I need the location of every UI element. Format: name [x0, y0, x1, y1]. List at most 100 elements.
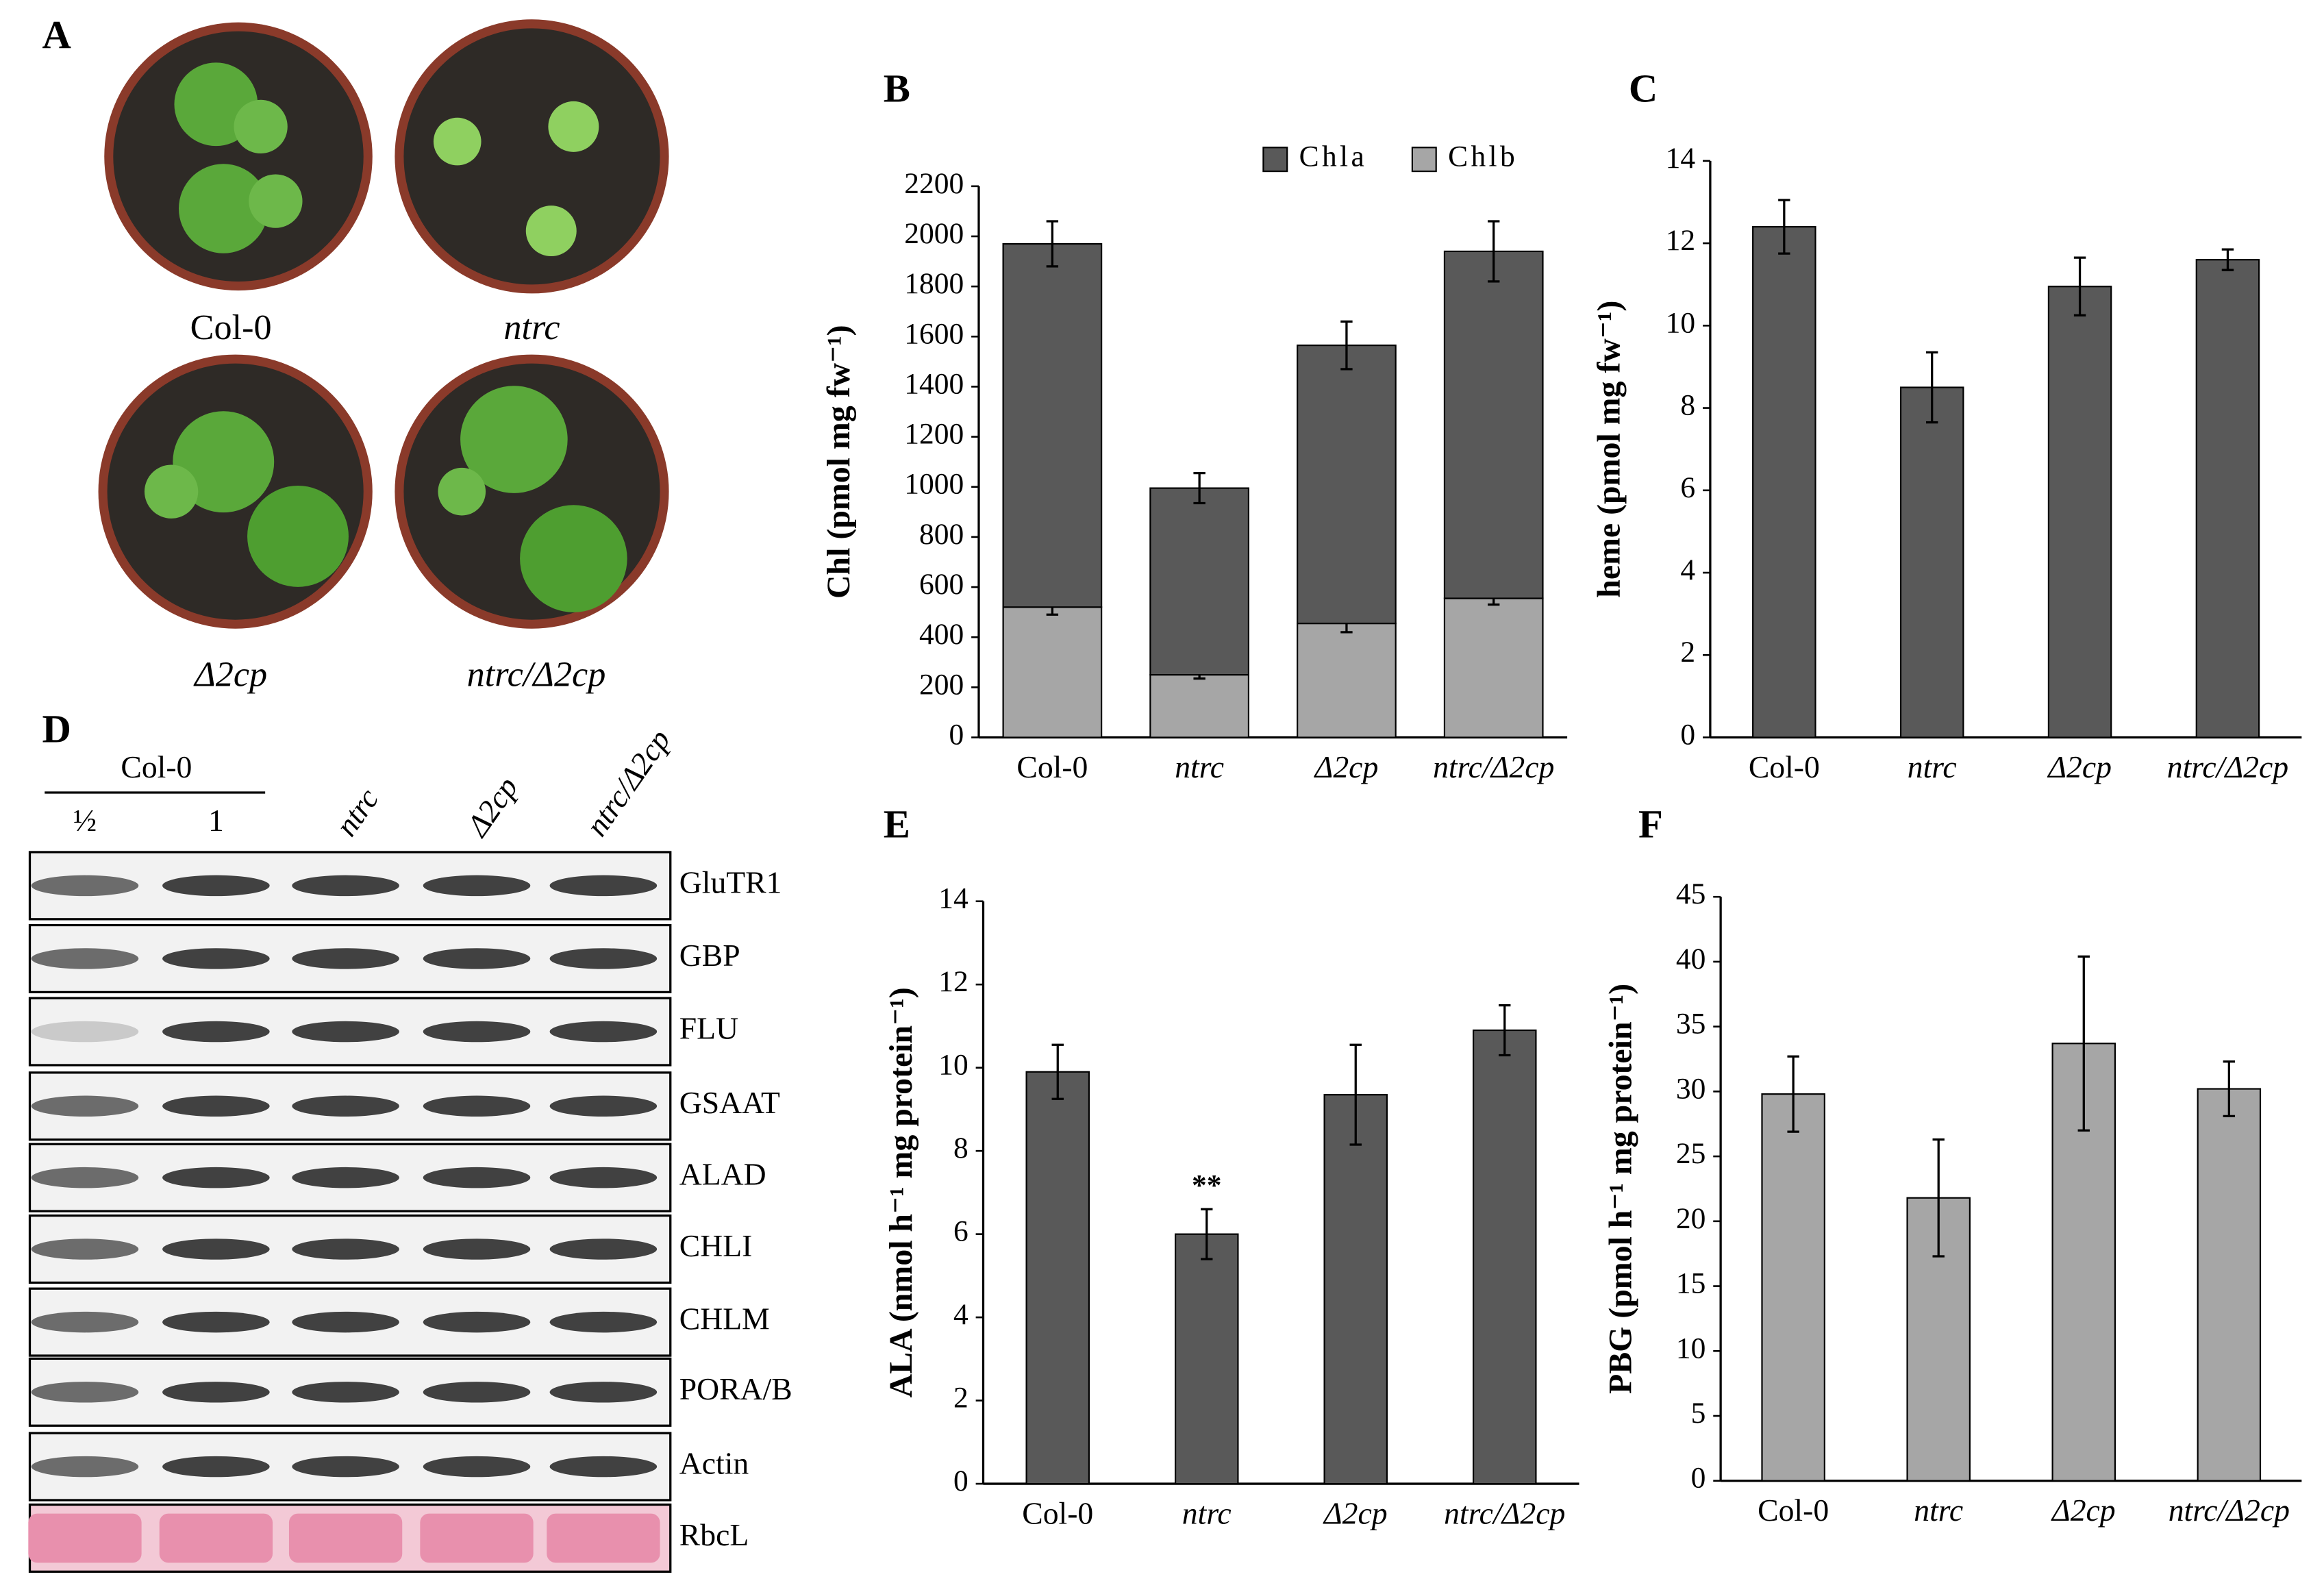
band [162, 1382, 270, 1403]
band [159, 1513, 273, 1563]
y-axis-label: ALA (nmol h⁻¹ mg protein⁻¹) [883, 987, 919, 1397]
y-tick-label: 25 [1676, 1137, 1705, 1170]
legend-label: Chla [1299, 140, 1368, 173]
band [162, 1167, 270, 1188]
y-tick-label: 0 [1680, 718, 1695, 751]
y-tick-label: 8 [953, 1132, 969, 1165]
y-tick-label: 600 [919, 568, 964, 601]
band [31, 1095, 139, 1117]
y-tick-label: 12 [938, 965, 968, 998]
significance-label: ** [1192, 1169, 1221, 1202]
bar-segment [1002, 606, 1103, 738]
lane-label: Δ2cp [459, 770, 525, 843]
panel-label: C [1629, 66, 1658, 110]
bar [1761, 1093, 1825, 1482]
bar [1899, 386, 1964, 738]
bar-segment [1443, 597, 1544, 738]
band [162, 948, 270, 969]
bar-segment [1443, 250, 1544, 599]
y-tick-label: 10 [938, 1049, 968, 1082]
y-axis-label: PBG (pmol h⁻¹ mg protein⁻¹) [1603, 984, 1639, 1394]
panel-label: D [42, 706, 71, 751]
y-tick-label: 0 [1691, 1462, 1706, 1495]
band [549, 1311, 658, 1333]
y-tick-label: 12 [1666, 224, 1695, 257]
band [288, 1513, 403, 1563]
pot [104, 22, 373, 291]
protein-label: CHLM [679, 1302, 770, 1336]
lane-label: ntrc/Δ2cp [579, 723, 677, 842]
y-tick-label: 35 [1676, 1008, 1705, 1041]
y-tick-label: 2000 [904, 217, 964, 250]
band [423, 1167, 531, 1188]
band [292, 1167, 399, 1188]
panel-label: E [884, 802, 910, 847]
x-tick-label: Δ2cp [2047, 749, 2112, 784]
band [162, 875, 270, 897]
protein-label: GluTR1 [679, 864, 782, 899]
x-tick-label: ntrc [1182, 1495, 1232, 1530]
y-tick-label: 2 [1680, 636, 1695, 669]
y-tick-label: 10 [1666, 306, 1695, 339]
y-tick-label: 14 [938, 882, 969, 915]
y-tick-label: 1000 [904, 468, 964, 501]
lane-label: ½ [73, 803, 97, 838]
x-tick-label: ntrc/Δ2cp [2169, 1493, 2290, 1528]
protein-label: GSAAT [679, 1085, 780, 1120]
y-tick-label: 0 [953, 1465, 969, 1497]
western-blot: GluTR1 GBP FLU GSAAT ALAD CHLI CHLM PORA/B Actin… [28, 851, 792, 1573]
band [31, 1021, 139, 1043]
pot [395, 354, 669, 629]
y-tick-label: 45 [1676, 877, 1705, 910]
band [28, 1513, 142, 1563]
x-tick-label: ntrc/Δ2cp [2167, 749, 2288, 784]
band [549, 948, 658, 969]
bar [1174, 1233, 1239, 1485]
bar [1025, 1071, 1090, 1485]
pot [98, 354, 373, 629]
legend-swatch [1262, 147, 1288, 173]
genotype-label: Col-0 [190, 308, 272, 347]
y-tick-label: 30 [1676, 1072, 1705, 1105]
y-tick-label: 800 [919, 518, 964, 551]
band [31, 948, 139, 969]
x-tick-label: Δ2cp [2051, 1493, 2116, 1528]
y-tick-label: 10 [1676, 1332, 1705, 1365]
y-axis-label: heme (pmol mg fw⁻¹) [1590, 301, 1627, 598]
legend-label: Chlb [1448, 140, 1518, 173]
y-tick-label: 5 [1691, 1397, 1706, 1430]
y-tick-label: 4 [1680, 553, 1695, 586]
x-tick-label: ntrc [1914, 1493, 1963, 1528]
bar [1472, 1029, 1537, 1485]
x-tick-label: Col-0 [1022, 1495, 1093, 1530]
bar [2195, 259, 2260, 738]
band [549, 875, 658, 897]
band [549, 1167, 658, 1188]
genotype-label: ntrc [503, 308, 560, 347]
y-tick-label: 1600 [904, 317, 964, 350]
protein-label: FLU [679, 1011, 738, 1046]
band [162, 1456, 270, 1478]
bar-segment [1149, 487, 1250, 676]
genotype-label: Δ2cp [193, 655, 267, 695]
band [292, 1456, 399, 1478]
bar-segment [1002, 242, 1103, 608]
band [162, 1021, 270, 1043]
x-tick-label: ntrc/Δ2cp [1444, 1495, 1565, 1530]
y-tick-label: 1200 [904, 418, 964, 451]
bar-segment [1297, 623, 1397, 738]
band [31, 1311, 139, 1333]
bar [1752, 225, 1816, 738]
y-tick-label: 20 [1676, 1202, 1705, 1235]
genotype-label: ntrc/Δ2cp [467, 655, 606, 695]
band [162, 1238, 270, 1260]
band [31, 1382, 139, 1403]
band [549, 1021, 658, 1043]
y-tick-label: 1400 [904, 367, 964, 400]
panel-label: A [42, 12, 71, 57]
y-tick-label: 0 [949, 718, 964, 751]
band [292, 1095, 399, 1117]
band [423, 948, 531, 969]
protein-label: PORA/B [679, 1371, 792, 1406]
band [549, 1238, 658, 1260]
